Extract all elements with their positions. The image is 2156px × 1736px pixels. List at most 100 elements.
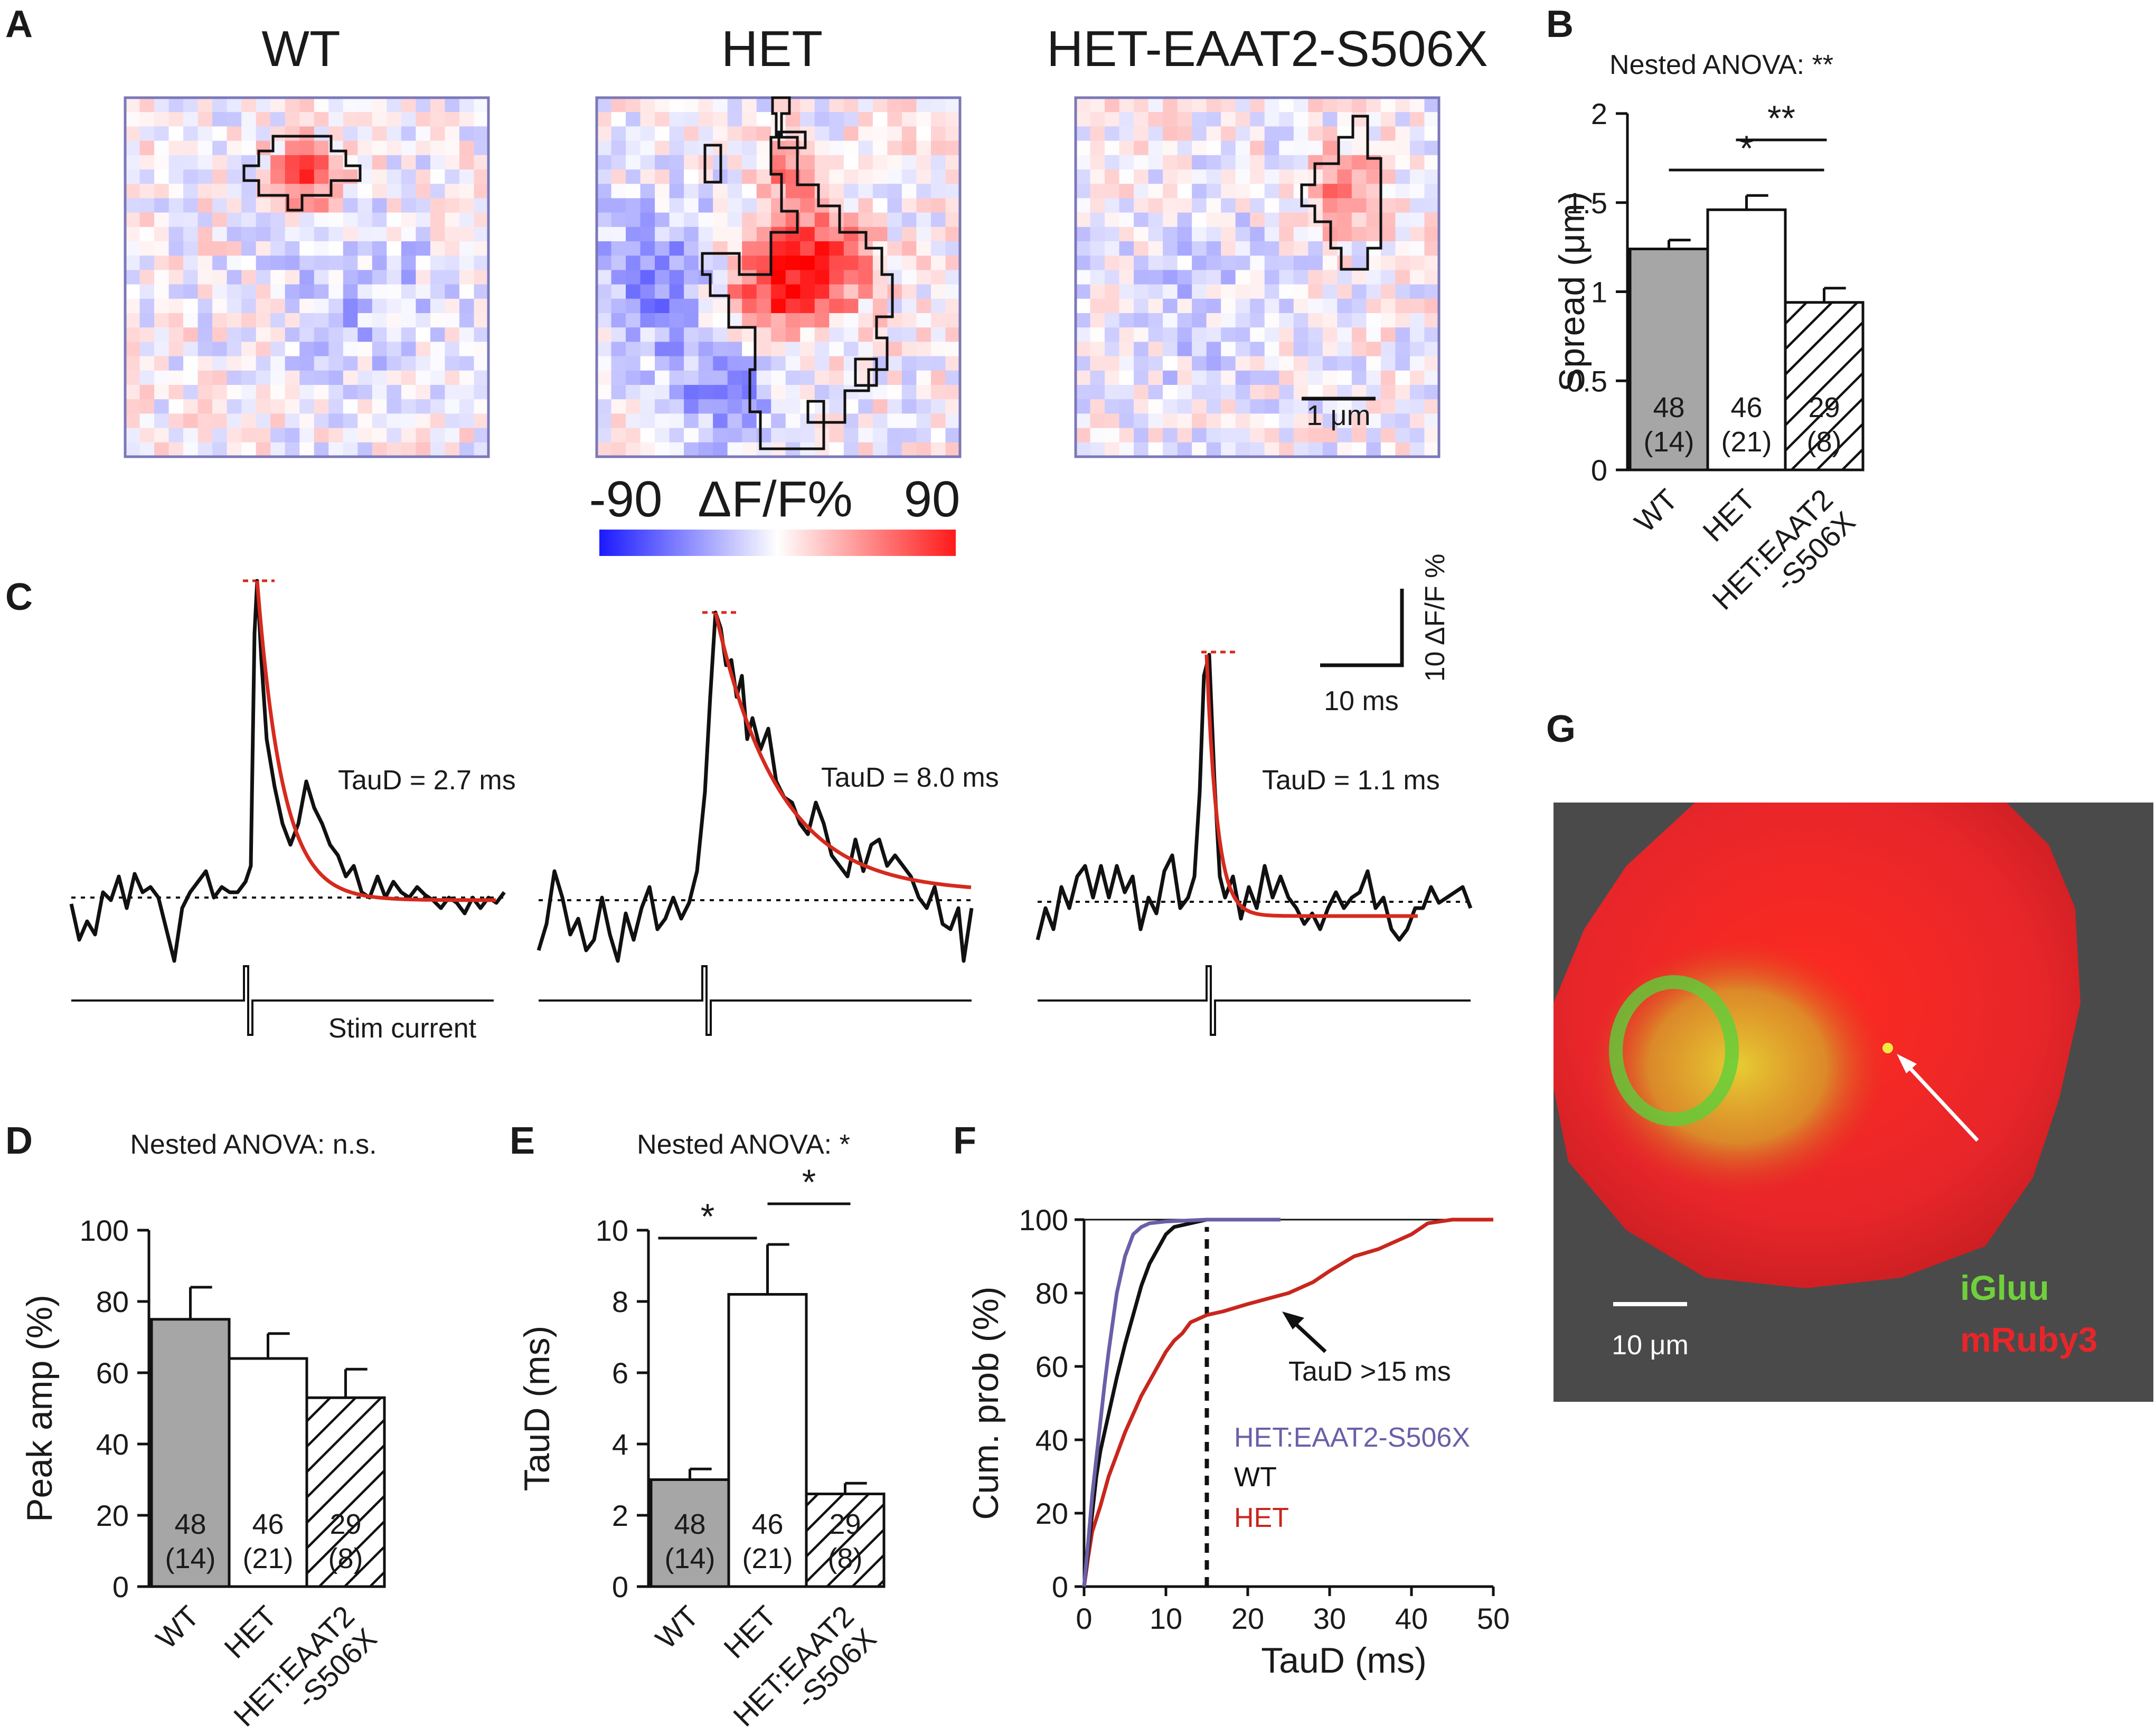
heatmap-pixel (771, 428, 786, 443)
heatmap-pixel (372, 370, 387, 385)
trace-scale-bar (1320, 589, 1404, 667)
heatmap-pixel (930, 385, 946, 400)
heatmap-pixel (416, 155, 431, 170)
heatmap-pixel (1163, 298, 1178, 314)
heatmap-het-eaat2 (1076, 98, 1439, 457)
heatmap-pixel (387, 184, 402, 199)
heatmap-pixel (285, 413, 300, 429)
heatmap-pixel (1308, 112, 1323, 127)
heatmap-pixel (698, 413, 713, 429)
heatmap-pixel (1206, 227, 1221, 242)
heatmap-pixel (1279, 212, 1294, 228)
heatmap-pixel (270, 270, 286, 285)
heatmap-pixel (430, 370, 446, 385)
heatmap-pixel (227, 327, 242, 342)
heatmap-pixel (1337, 198, 1352, 213)
heatmap-pixel (1235, 298, 1250, 314)
heatmap-pixel (930, 270, 946, 285)
heatmap-pixel (212, 241, 228, 256)
heatmap-pixel (1308, 442, 1323, 457)
heatmap-pixel (328, 284, 344, 299)
heatmap-pixel (227, 112, 242, 127)
heatmap-pixel (1293, 126, 1308, 141)
heatmap-pixel (183, 413, 199, 429)
heatmap-pixel (168, 313, 184, 328)
heatmap-pixel (343, 98, 358, 112)
heatmap-pixel (626, 327, 641, 342)
heatmap-pixel (1090, 155, 1105, 170)
heatmap-pixel (1105, 442, 1120, 457)
heatmap-pixel (655, 126, 670, 141)
heatmap-pixel (756, 256, 771, 270)
heatmap-pixel (299, 327, 315, 342)
heatmap-pixel (800, 385, 815, 400)
heatmap-pixel (1279, 140, 1294, 156)
heatmap-pixel (445, 385, 460, 400)
heatmap-pixel (640, 342, 655, 357)
heatmap-pixel (372, 212, 387, 228)
heatmap-pixel (1380, 212, 1396, 228)
heatmap-pixel (843, 155, 859, 170)
heatmap-pixel (212, 227, 228, 242)
heatmap-pixel (597, 342, 612, 357)
n-animals-label: (21) (742, 1543, 793, 1574)
heatmap-pixel (1221, 126, 1236, 141)
heatmap-pixel (1424, 184, 1439, 199)
heatmap-pixel (1105, 98, 1120, 112)
heatmap-pixel (1308, 428, 1323, 443)
heatmap-pixel (669, 370, 684, 385)
heatmap-pixel (459, 270, 475, 285)
heatmap-pixel (858, 212, 873, 228)
heatmap-pixel (1264, 140, 1279, 156)
heatmap-pixel (916, 169, 931, 184)
heatmap-pixel (785, 98, 801, 112)
heatmap-pixel (872, 198, 888, 213)
heatmap-pixel (1351, 270, 1367, 285)
heatmap-pixel (328, 370, 344, 385)
heatmap-pixel (785, 370, 801, 385)
heatmap-pixel (1148, 98, 1163, 112)
heatmap-pixel (742, 442, 757, 457)
heatmap-pixel (1308, 356, 1323, 371)
heatmap-pixel (1351, 284, 1367, 299)
heatmap-pixel (154, 227, 170, 242)
heatmap-pixel (168, 198, 184, 213)
heatmap-pixel (640, 198, 655, 213)
heatmap-pixel (626, 198, 641, 213)
heatmap-pixel (154, 256, 170, 270)
heatmap-pixel (256, 112, 271, 127)
heatmap-pixel (1192, 385, 1207, 400)
heatmap-pixel (139, 98, 155, 112)
tau-label-het-eaat2: TauD = 1.1 ms (1262, 765, 1440, 796)
heatmap-pixel (197, 112, 213, 127)
heatmap-pixel (1351, 442, 1367, 457)
heatmap-pixel (314, 169, 329, 184)
heatmap-pixel (756, 198, 771, 213)
heatmap-pixel (416, 241, 431, 256)
heatmap-pixel (1206, 327, 1221, 342)
heatmap-pixel (814, 428, 830, 443)
heatmap-pixel (1380, 356, 1396, 371)
heatmap-pixel (901, 112, 917, 127)
heatmap-pixel (930, 428, 946, 443)
heatmap-pixel (372, 98, 387, 112)
y-tick-label: 80 (1035, 1277, 1068, 1310)
heatmap-pixel (314, 112, 329, 127)
heatmap-pixel (1395, 126, 1410, 141)
heatmap-pixel (1090, 370, 1105, 385)
heatmap-pixel (299, 169, 315, 184)
heatmap-pixel (1235, 212, 1250, 228)
heatmap-pixel (1105, 212, 1120, 228)
heatmap-pixel (183, 399, 199, 414)
heatmap-pixel (684, 198, 699, 213)
heatmap-pixel (1076, 184, 1091, 199)
heatmap-pixel (1076, 298, 1091, 314)
heatmap-pixel (372, 270, 387, 285)
heatmap-pixel (197, 227, 213, 242)
heatmap-pixel (241, 327, 257, 342)
heatmap-pixel (1351, 356, 1367, 371)
heatmap-pixel (1424, 112, 1439, 127)
heatmap-pixel (901, 313, 917, 328)
heatmap-pixel (597, 98, 612, 112)
roi-outline-wt (242, 135, 362, 212)
